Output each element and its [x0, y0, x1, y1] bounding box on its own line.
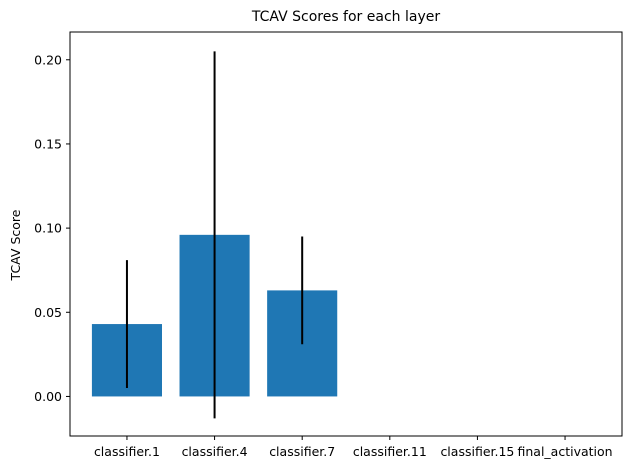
x-tick-label-classifier.1: classifier.1	[94, 444, 160, 459]
x-tick-label-classifier.15: classifier.15	[440, 444, 514, 459]
x-tick-label-classifier.7: classifier.7	[269, 444, 335, 459]
x-tick-label-final_activation: final_activation	[518, 444, 613, 459]
plot-frame	[69, 31, 623, 437]
y-tick-label: 0.05	[34, 305, 62, 320]
plot-area: 0.00 0.05 0.10 0.15 0.20 classifier.1 classifi…	[34, 31, 623, 459]
y-tick-label: 0.00	[34, 389, 62, 404]
y-tick-label: 0.15	[34, 136, 62, 151]
x-tick-label-classifier.11: classifier.11	[353, 444, 427, 459]
y-tick-label: 0.20	[34, 52, 62, 67]
chart-title: TCAV Scores for each layer	[251, 9, 440, 25]
x-tick-label-classifier.4: classifier.4	[182, 444, 248, 459]
y-tick-label: 0.10	[34, 221, 62, 236]
y-axis-label: TCAV Score	[8, 209, 23, 281]
